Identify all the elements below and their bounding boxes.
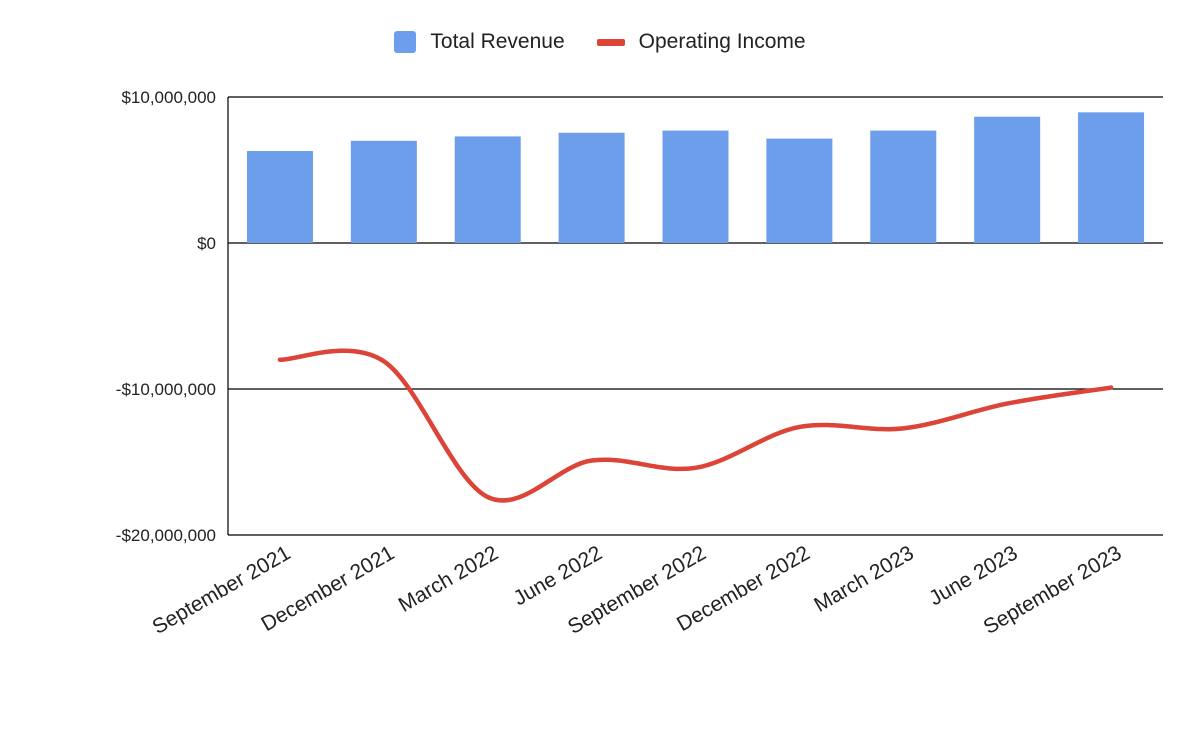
legend-swatch-operating-income [597,39,625,46]
x-tick-label: June 2023 [925,541,1021,610]
line-operating-income [280,351,1111,501]
legend: Total Revenue Operating Income [0,30,1200,54]
y-tick-label: -$20,000,000 [116,526,216,545]
bar-total-revenue [247,151,313,243]
legend-item-total-revenue: Total Revenue [394,30,564,54]
legend-label-total-revenue: Total Revenue [430,30,564,54]
bar-total-revenue [351,141,417,243]
bar-total-revenue [455,136,521,243]
bar-total-revenue [1078,112,1144,243]
legend-item-operating-income: Operating Income [597,30,806,54]
y-tick-label: -$10,000,000 [116,380,216,399]
legend-label-operating-income: Operating Income [639,30,806,54]
y-tick-label: $0 [197,234,216,253]
x-tick-label: March 2022 [395,541,503,616]
bar-total-revenue [974,117,1040,243]
bar-total-revenue [766,139,832,243]
y-tick-label: $10,000,000 [121,88,216,107]
bar-total-revenue [559,133,625,243]
bar-total-revenue [663,131,729,243]
bar-total-revenue [870,131,936,243]
x-tick-label: June 2022 [510,541,606,610]
legend-swatch-total-revenue [394,31,416,53]
x-tick-label: March 2023 [810,541,918,616]
